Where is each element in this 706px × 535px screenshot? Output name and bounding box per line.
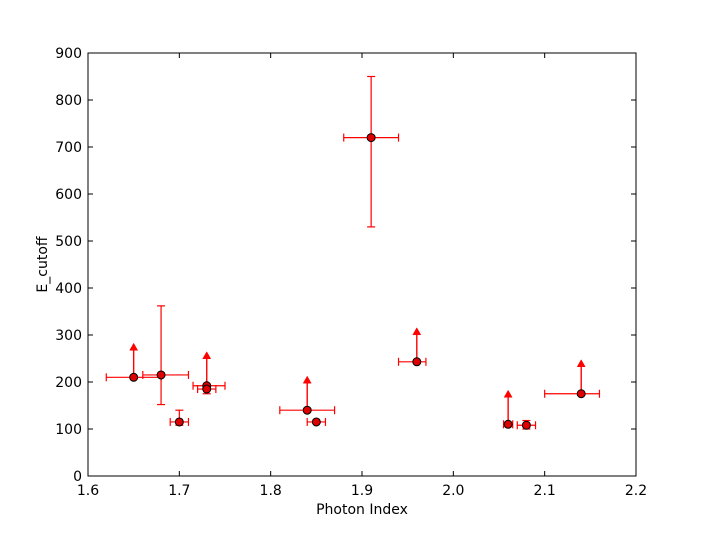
data-point bbox=[302, 405, 312, 415]
data-point bbox=[202, 384, 212, 394]
data-point bbox=[503, 419, 513, 429]
lower-limit-arrows bbox=[129, 327, 586, 425]
y-tick-label: 200 bbox=[55, 375, 82, 391]
data-point bbox=[412, 357, 422, 367]
lower-limit-arrowhead bbox=[576, 359, 586, 367]
y-tick-label: 400 bbox=[55, 281, 82, 297]
y-tick-label: 500 bbox=[55, 234, 82, 250]
x-tick-label: 1.6 bbox=[77, 483, 99, 499]
data-point bbox=[156, 370, 166, 380]
x-tick-label: 1.7 bbox=[168, 483, 190, 499]
lower-limit-arrowhead bbox=[202, 351, 212, 360]
y-tick-label: 0 bbox=[73, 469, 82, 485]
x-tick-label: 1.9 bbox=[351, 483, 373, 499]
error-bars bbox=[105, 75, 601, 430]
data-point bbox=[366, 133, 376, 143]
data-point bbox=[129, 372, 139, 382]
data-points bbox=[129, 133, 586, 430]
lower-limit-arrowhead bbox=[129, 342, 139, 351]
y-tick-label: 100 bbox=[55, 422, 82, 438]
x-tick-label: 1.8 bbox=[260, 483, 282, 499]
plot-area-frame bbox=[87, 52, 637, 477]
lower-limit-arrowhead bbox=[302, 375, 312, 384]
y-tick-label: 800 bbox=[55, 93, 82, 109]
x-axis-label: Photon Index bbox=[316, 502, 408, 518]
data-point bbox=[311, 417, 321, 427]
y-axis-label: E_cutoff bbox=[35, 236, 51, 292]
y-tick-label: 300 bbox=[55, 328, 82, 344]
x-tick-label: 2.0 bbox=[442, 483, 464, 499]
y-tick-label: 600 bbox=[55, 187, 82, 203]
axis-ticks: 1.6 1.7 1.8 1.9 2.0 2.1 2.2 0 100 200 300 400 500 600… bbox=[55, 46, 647, 499]
data-point bbox=[174, 417, 184, 427]
lower-limit-arrowhead bbox=[412, 327, 422, 336]
lower-limit-arrowhead bbox=[503, 389, 513, 398]
y-tick-label: 700 bbox=[55, 140, 82, 156]
x-tick-label: 2.1 bbox=[534, 483, 556, 499]
data-point bbox=[521, 420, 531, 430]
data-point bbox=[576, 389, 586, 399]
y-tick-label: 900 bbox=[55, 46, 82, 62]
x-tick-label: 2.2 bbox=[625, 483, 647, 499]
